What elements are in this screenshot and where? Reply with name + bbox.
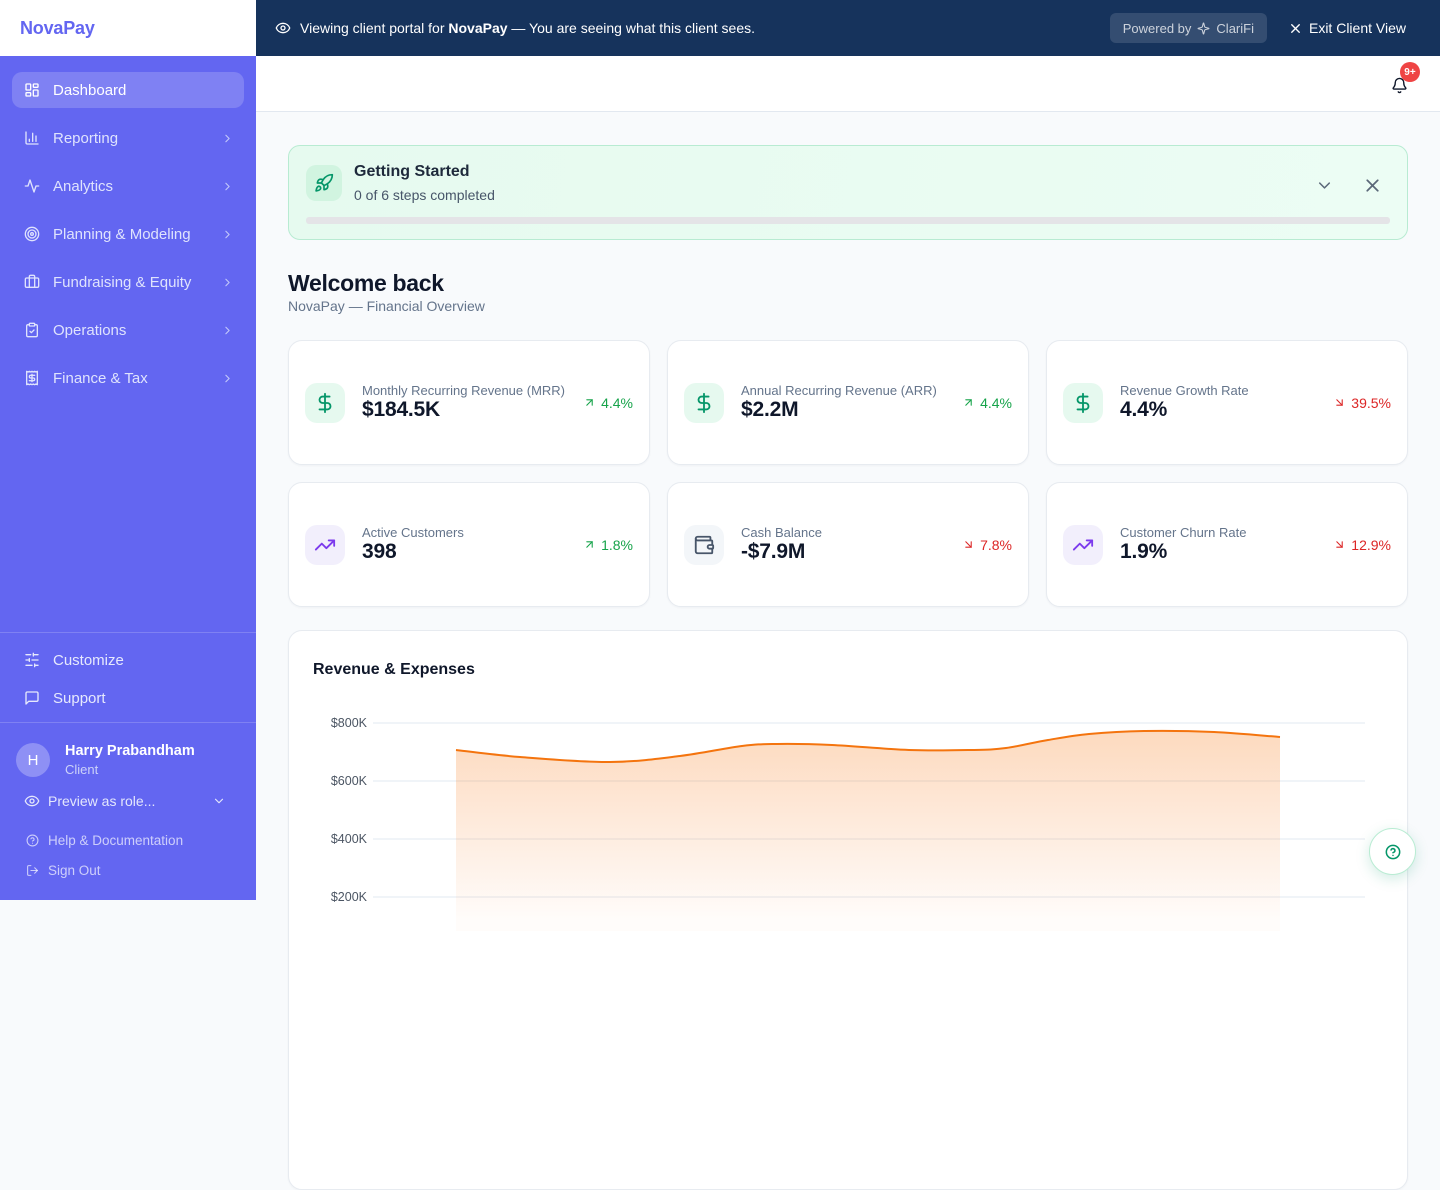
svg-text:$800K: $800K (331, 716, 368, 730)
svg-text:$600K: $600K (331, 774, 368, 788)
svg-text:$200K: $200K (331, 890, 368, 904)
svg-text:$400K: $400K (331, 832, 368, 846)
